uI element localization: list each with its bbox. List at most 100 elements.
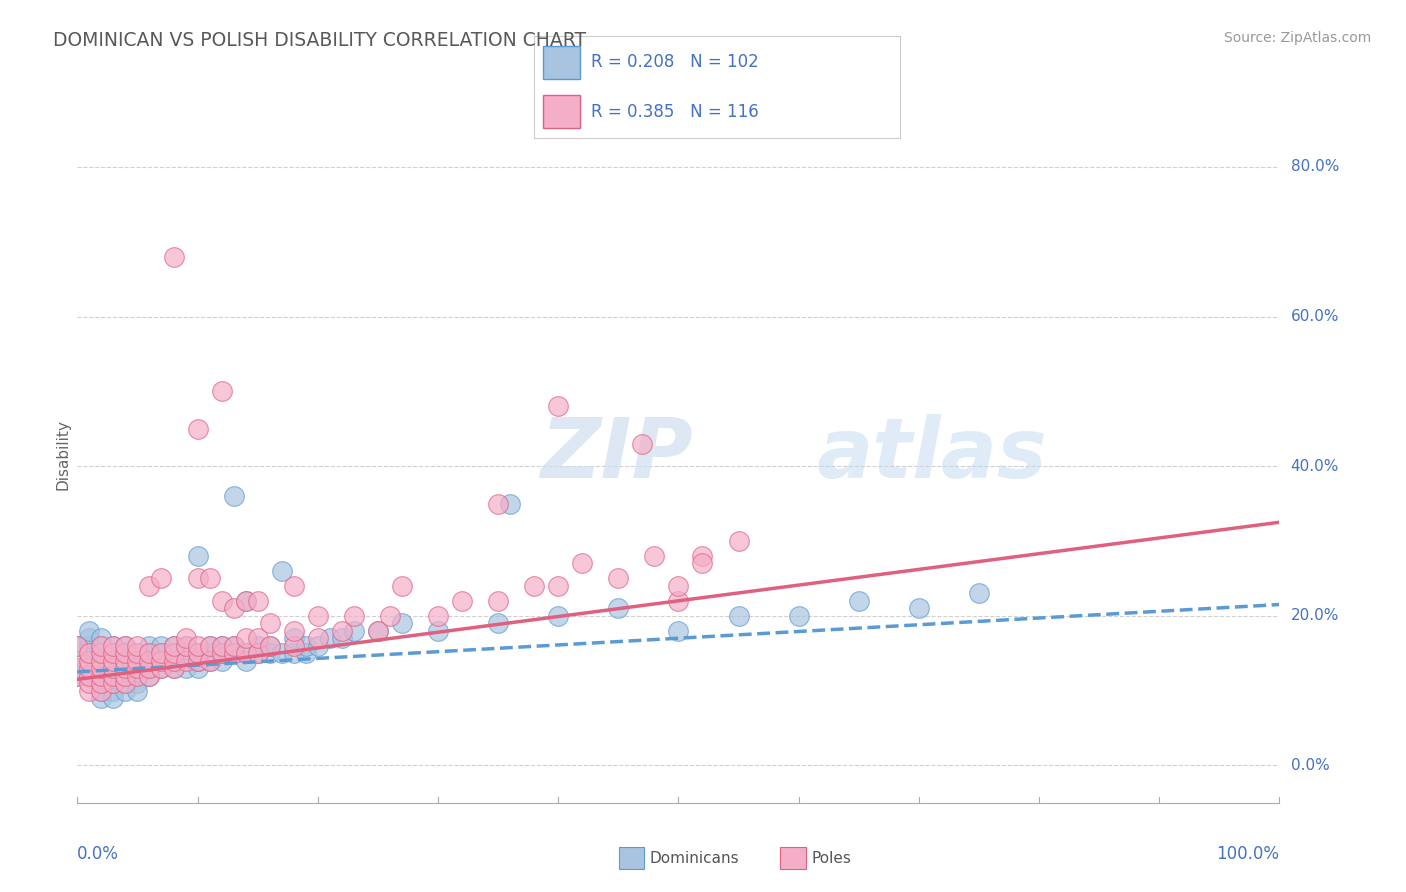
Point: [162, 250, 184, 264]
Point: [259, 639, 281, 653]
Point: [246, 594, 269, 608]
Point: [127, 661, 149, 675]
Point: [90, 654, 112, 668]
Point: [283, 624, 305, 638]
Point: [103, 646, 125, 660]
Text: Dominicans: Dominicans: [650, 851, 740, 865]
Point: [114, 646, 136, 660]
Text: Source: ZipAtlas.com: Source: ZipAtlas.com: [1223, 31, 1371, 45]
Point: [114, 661, 136, 675]
Point: [451, 594, 474, 608]
Point: [283, 631, 305, 645]
Point: [607, 601, 630, 615]
Point: [138, 661, 160, 675]
Bar: [543, 95, 581, 128]
Point: [211, 646, 233, 660]
Point: [90, 661, 112, 675]
Point: [294, 639, 316, 653]
Text: 60.0%: 60.0%: [1291, 309, 1339, 324]
Point: [66, 654, 89, 668]
Point: [114, 683, 136, 698]
Point: [138, 646, 160, 660]
Point: [378, 608, 401, 623]
Point: [90, 639, 112, 653]
Point: [222, 489, 245, 503]
Point: [103, 654, 125, 668]
Point: [848, 594, 870, 608]
Point: [692, 549, 714, 563]
Point: [103, 668, 125, 682]
Point: [90, 668, 112, 682]
Point: [908, 601, 931, 615]
Point: [174, 639, 197, 653]
Point: [162, 646, 184, 660]
Point: [547, 608, 569, 623]
Point: [211, 646, 233, 660]
Point: [127, 646, 149, 660]
Point: [643, 549, 665, 563]
Text: R = 0.385   N = 116: R = 0.385 N = 116: [591, 103, 759, 120]
Point: [103, 676, 125, 690]
Point: [727, 608, 749, 623]
Point: [283, 579, 305, 593]
Point: [79, 683, 101, 698]
Point: [668, 594, 690, 608]
Point: [198, 639, 221, 653]
Point: [79, 631, 101, 645]
Point: [427, 608, 450, 623]
Point: [668, 624, 690, 638]
Point: [235, 646, 257, 660]
Point: [186, 654, 209, 668]
Point: [79, 668, 101, 682]
Point: [127, 654, 149, 668]
Point: [307, 639, 329, 653]
Point: [90, 654, 112, 668]
Point: [186, 646, 209, 660]
Point: [486, 616, 509, 631]
Point: [246, 646, 269, 660]
Point: [427, 624, 450, 638]
Point: [138, 668, 160, 682]
Point: [547, 579, 569, 593]
Point: [343, 608, 366, 623]
Point: [127, 683, 149, 698]
Point: [79, 646, 101, 660]
Point: [343, 624, 366, 638]
Point: [150, 571, 173, 585]
Point: [270, 564, 292, 578]
Point: [307, 608, 329, 623]
Point: [162, 661, 184, 675]
Point: [66, 668, 89, 682]
Point: [727, 533, 749, 548]
Point: [90, 646, 112, 660]
Point: [138, 654, 160, 668]
Point: [499, 497, 522, 511]
Point: [150, 654, 173, 668]
Point: [270, 646, 292, 660]
Point: [79, 639, 101, 653]
Point: [283, 639, 305, 653]
Point: [186, 639, 209, 653]
Point: [174, 654, 197, 668]
Point: [162, 639, 184, 653]
Text: ZIP: ZIP: [540, 415, 693, 495]
Point: [90, 676, 112, 690]
Point: [186, 549, 209, 563]
Point: [486, 594, 509, 608]
Point: [235, 594, 257, 608]
Point: [246, 646, 269, 660]
Text: R = 0.208   N = 102: R = 0.208 N = 102: [591, 54, 759, 71]
Point: [103, 668, 125, 682]
Point: [103, 661, 125, 675]
Text: 100.0%: 100.0%: [1216, 845, 1279, 863]
Point: [211, 654, 233, 668]
Point: [114, 639, 136, 653]
Point: [523, 579, 546, 593]
Point: [486, 497, 509, 511]
Point: [90, 691, 112, 706]
Point: [150, 654, 173, 668]
Point: [259, 616, 281, 631]
Point: [235, 654, 257, 668]
Text: 40.0%: 40.0%: [1291, 458, 1339, 474]
Point: [246, 639, 269, 653]
